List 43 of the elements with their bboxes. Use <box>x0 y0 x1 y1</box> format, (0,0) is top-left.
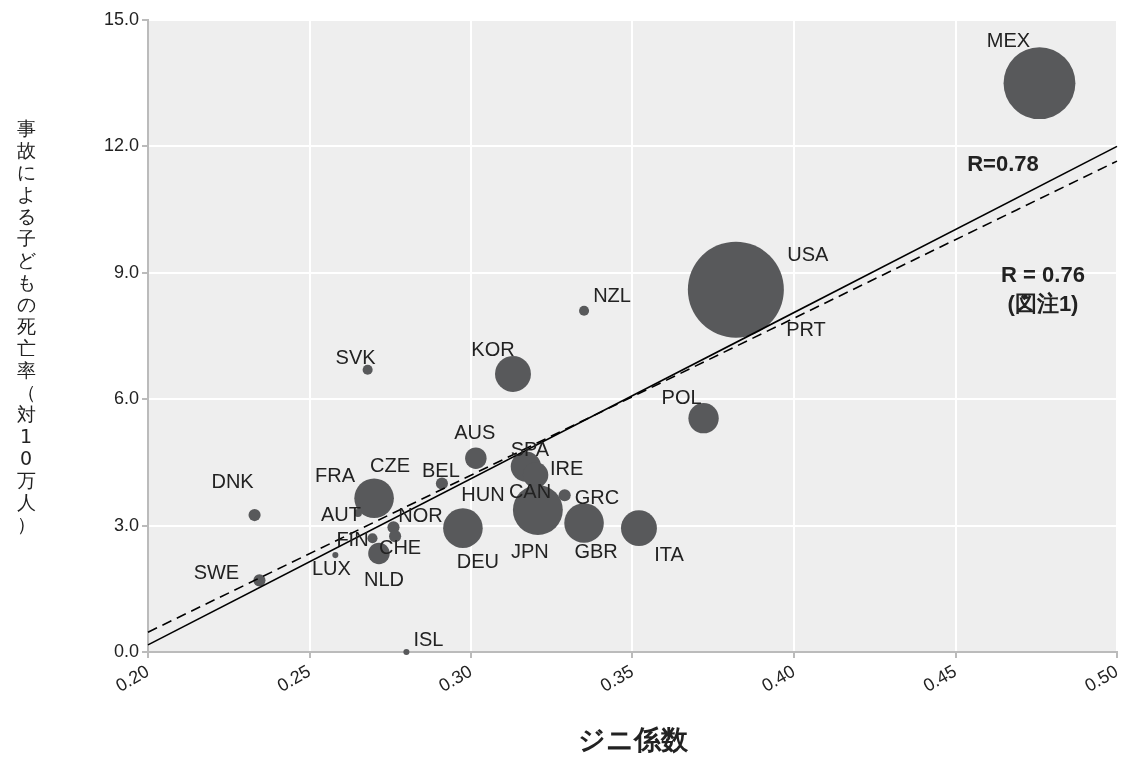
annotation: ISL <box>413 627 444 650</box>
annotation: USA <box>787 243 830 266</box>
annotation: LUX <box>311 556 351 579</box>
annotation: IRE <box>550 456 584 479</box>
x-tick-label: 0.50 <box>1081 660 1122 696</box>
annotation: KOR <box>471 338 515 361</box>
y-tick-label: 15.0 <box>103 8 139 29</box>
text: 事故による子どもの死亡率（対10万人） <box>16 117 36 535</box>
annotation: ITA <box>654 542 685 565</box>
annotation: PRT <box>786 317 826 340</box>
annotation: DEU <box>456 549 500 572</box>
x-tick-label: 0.45 <box>919 660 960 696</box>
annotation: NLD <box>363 567 404 590</box>
x-tick-label: 0.35 <box>596 660 637 696</box>
annotation: DNK <box>211 469 255 492</box>
annotation: BEL <box>422 458 460 481</box>
annotation: R=0.78 <box>967 151 1039 177</box>
annotation: JPN <box>510 539 549 562</box>
annotation: SVK <box>335 346 377 369</box>
x-axis-title: ジニ係数 <box>576 723 689 757</box>
annotation: CZE <box>370 453 410 476</box>
y-tick-label: 12.0 <box>103 135 139 156</box>
annotation: POL <box>661 385 702 408</box>
annotation: (図注1) <box>1007 291 1079 317</box>
x-tick-label: 0.20 <box>112 660 153 696</box>
y-tick-label: 6.0 <box>113 388 139 409</box>
x-tick-label: 0.25 <box>273 660 314 696</box>
annotation: AUS <box>454 420 496 443</box>
x-tick-label: 0.40 <box>758 660 799 696</box>
y-tick-label: 3.0 <box>113 514 139 535</box>
annotation: SWE <box>193 560 240 583</box>
annotation: NOR <box>398 503 443 526</box>
y-tick-label: 9.0 <box>113 261 139 282</box>
annotation: NZL <box>593 284 631 307</box>
y-tick-label: 0.0 <box>113 640 139 661</box>
annotation: GBR <box>574 539 618 562</box>
annotation: HUN <box>461 482 505 505</box>
annotation: FRA <box>315 463 356 486</box>
x-tick-label: 0.30 <box>435 660 476 696</box>
annotation: R = 0.76 <box>1001 262 1085 288</box>
annotation: GRC <box>574 485 620 508</box>
annotation: AUT <box>320 503 361 526</box>
annotation: MEX <box>986 28 1031 51</box>
